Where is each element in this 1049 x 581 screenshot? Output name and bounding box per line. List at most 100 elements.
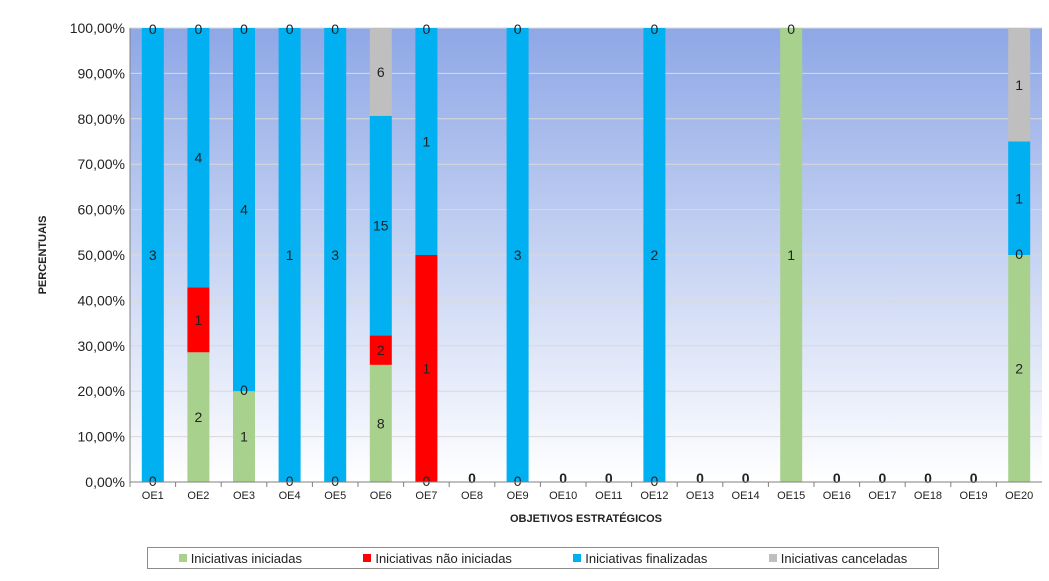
bar-segment bbox=[506, 28, 529, 482]
data-label: 0 bbox=[286, 473, 294, 489]
bar-segment bbox=[369, 28, 392, 116]
data-label: 1 bbox=[1015, 190, 1023, 206]
bar-segment bbox=[1008, 28, 1031, 142]
bar-segment bbox=[369, 364, 392, 482]
legend-swatch bbox=[178, 554, 187, 562]
data-label: 2 bbox=[1015, 361, 1023, 377]
x-tick-label: OE17 bbox=[868, 490, 896, 502]
data-label: 0 bbox=[970, 470, 978, 486]
x-tick-label: OE4 bbox=[279, 490, 301, 502]
y-tick-label: 80,00% bbox=[78, 111, 125, 127]
y-tick-label: 40,00% bbox=[78, 292, 125, 308]
bar-segment bbox=[278, 28, 301, 482]
bar-segment bbox=[187, 28, 210, 288]
x-tick-label: OE7 bbox=[415, 490, 437, 502]
y-tick-label: 60,00% bbox=[78, 202, 125, 218]
x-tick-label: OE18 bbox=[914, 490, 942, 502]
bars bbox=[141, 28, 1031, 482]
bar-segment bbox=[187, 287, 210, 353]
x-tick-label: OE19 bbox=[960, 490, 988, 502]
x-tick-label: OE12 bbox=[640, 490, 668, 502]
legend-item-iniciadas: Iniciativas iniciadas bbox=[178, 551, 302, 566]
data-label: 4 bbox=[195, 150, 203, 166]
data-label: 0 bbox=[833, 470, 841, 486]
data-label: 0 bbox=[924, 470, 932, 486]
y-axis-ticks: 0,00% 10,00% 20,00% 30,00% 40,00% 50,00% 60,00… bbox=[70, 20, 125, 490]
bar-segment bbox=[415, 255, 438, 482]
bar-segment bbox=[233, 391, 255, 482]
y-tick-label: 20,00% bbox=[78, 383, 125, 399]
x-tick-label: OE1 bbox=[142, 490, 164, 502]
data-label: 0 bbox=[514, 473, 522, 489]
y-axis-title: PERCENTUAIS bbox=[37, 216, 49, 295]
bar-segment bbox=[1008, 255, 1031, 482]
bar-segment bbox=[187, 352, 210, 482]
data-label: 1 bbox=[423, 361, 431, 377]
data-label: 0 bbox=[331, 21, 339, 37]
x-axis-title: OBJETIVOS ESTRATÉGICOS bbox=[510, 512, 662, 525]
x-tick-label: OE14 bbox=[732, 490, 760, 502]
bar-segment bbox=[1008, 141, 1031, 255]
x-axis-ticks: OE1 OE2 OE3 OE4 OE5 OE6 OE7 OE8 OE9 OE10 OE11 OE12 O… bbox=[129, 482, 1033, 502]
data-label: 0 bbox=[468, 470, 476, 486]
y-tick-label: 100,00% bbox=[70, 20, 125, 36]
data-label: 1 bbox=[787, 247, 795, 263]
data-label: 0 bbox=[1015, 246, 1023, 262]
legend: Iniciativas iniciadas Iniciativas não in… bbox=[147, 547, 939, 569]
x-tick-label: OE16 bbox=[823, 490, 851, 502]
data-label: 0 bbox=[787, 21, 795, 37]
data-label: 0 bbox=[149, 473, 157, 489]
y-tick-label: 0,00% bbox=[85, 474, 125, 490]
y-tick-label: 90,00% bbox=[78, 65, 125, 81]
data-label: 0 bbox=[651, 21, 659, 37]
data-label: 0 bbox=[195, 21, 203, 37]
legend-swatch bbox=[363, 554, 372, 562]
data-label: 1 bbox=[195, 312, 203, 328]
data-label: 0 bbox=[423, 21, 431, 37]
data-label: 0 bbox=[605, 470, 613, 486]
data-label: 0 bbox=[514, 21, 522, 37]
x-tick-label: OE2 bbox=[187, 490, 209, 502]
x-tick-label: OE3 bbox=[233, 490, 255, 502]
data-label: 0 bbox=[559, 470, 567, 486]
data-label: 0 bbox=[149, 21, 157, 37]
legend-item-nao-iniciadas: Iniciativas não iniciadas bbox=[363, 551, 512, 566]
data-label: 6 bbox=[377, 64, 385, 80]
data-label: 0 bbox=[331, 473, 339, 489]
data-label: 3 bbox=[514, 247, 522, 263]
data-label: 2 bbox=[195, 409, 203, 425]
data-label: 2 bbox=[651, 247, 659, 263]
data-label: 4 bbox=[240, 202, 248, 218]
bar-segment bbox=[643, 28, 666, 482]
y-tick-label: 30,00% bbox=[78, 338, 125, 354]
bar-segment bbox=[369, 115, 392, 336]
x-tick-label: OE8 bbox=[461, 490, 483, 502]
legend-label: Iniciativas não iniciadas bbox=[375, 550, 512, 566]
y-tick-label: 50,00% bbox=[78, 247, 125, 263]
legend-swatch bbox=[573, 554, 582, 562]
data-label: 1 bbox=[423, 134, 431, 150]
bar-segment bbox=[141, 28, 164, 482]
data-label: 1 bbox=[240, 429, 248, 445]
legend-label: Iniciativas canceladas bbox=[780, 550, 908, 566]
data-label: 1 bbox=[286, 247, 294, 263]
x-tick-label: OE11 bbox=[595, 490, 622, 502]
data-label: 0 bbox=[651, 473, 659, 489]
bar-segment bbox=[369, 335, 392, 365]
data-label: 1 bbox=[1015, 77, 1023, 93]
legend-item-finalizadas: Iniciativas finalizadas bbox=[573, 551, 707, 566]
bar-segment bbox=[415, 28, 438, 255]
x-tick-label: OE20 bbox=[1005, 490, 1033, 502]
data-label: 15 bbox=[373, 218, 389, 234]
data-label: 0 bbox=[240, 21, 248, 37]
x-tick-label: OE5 bbox=[324, 490, 346, 502]
legend-label: Iniciativas finalizadas bbox=[585, 550, 708, 566]
data-label: 0 bbox=[696, 470, 704, 486]
data-label: 0 bbox=[742, 470, 750, 486]
data-label: 8 bbox=[377, 415, 385, 431]
data-label: 3 bbox=[149, 247, 157, 263]
data-label: 2 bbox=[377, 342, 385, 358]
bar-segment bbox=[233, 28, 255, 392]
